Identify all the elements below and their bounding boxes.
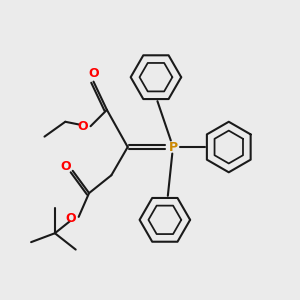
- Text: O: O: [61, 160, 71, 173]
- Text: O: O: [65, 212, 76, 225]
- Text: P: P: [169, 140, 178, 154]
- Text: O: O: [77, 120, 88, 133]
- Text: O: O: [88, 67, 99, 80]
